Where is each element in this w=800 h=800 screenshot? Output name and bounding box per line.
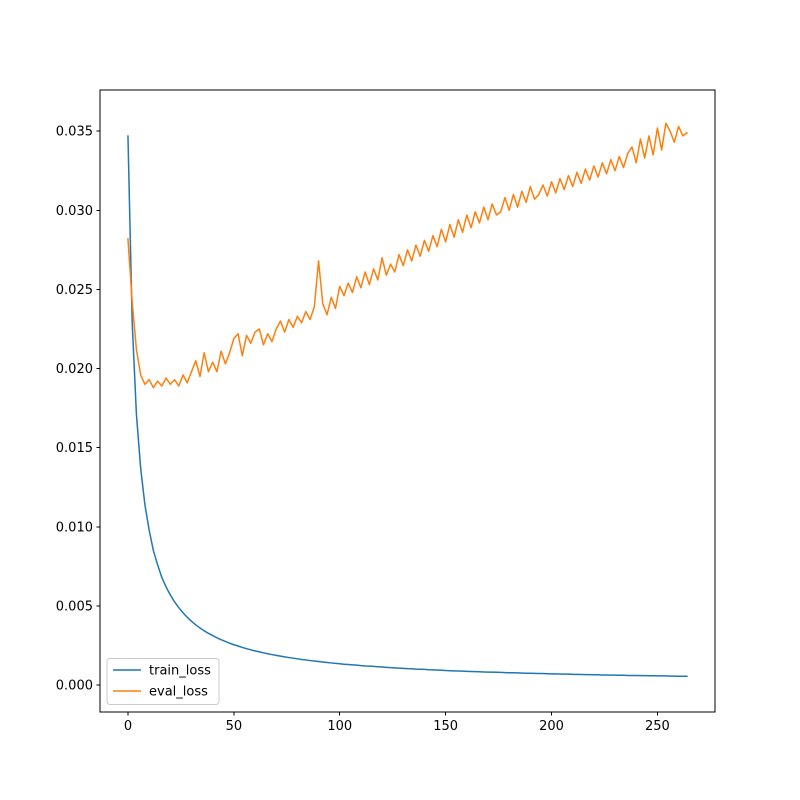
- y-tick-label: 0.020: [56, 362, 93, 377]
- legend-label-eval_loss: eval_loss: [149, 685, 208, 700]
- y-tick-label: 0.015: [56, 441, 93, 456]
- x-tick-label: 200: [539, 719, 564, 734]
- y-tick-label: 0.000: [56, 679, 93, 694]
- y-tick-label: 0.025: [56, 283, 93, 298]
- axes-border: [99, 89, 716, 713]
- y-tick-label: 0.005: [56, 599, 93, 614]
- x-tick-label: 100: [327, 719, 352, 734]
- x-tick-label: 0: [124, 719, 132, 734]
- series-line-eval_loss: [127, 122, 688, 389]
- y-tick-label: 0.030: [56, 204, 93, 219]
- y-tick-label: 0.010: [56, 520, 93, 535]
- x-tick-label: 250: [645, 719, 670, 734]
- x-tick-label: 50: [226, 719, 243, 734]
- x-tick-label: 150: [433, 719, 458, 734]
- legend-label-train_loss: train_loss: [149, 664, 211, 679]
- y-tick-label: 0.035: [56, 125, 93, 140]
- series-line-train_loss: [127, 135, 688, 677]
